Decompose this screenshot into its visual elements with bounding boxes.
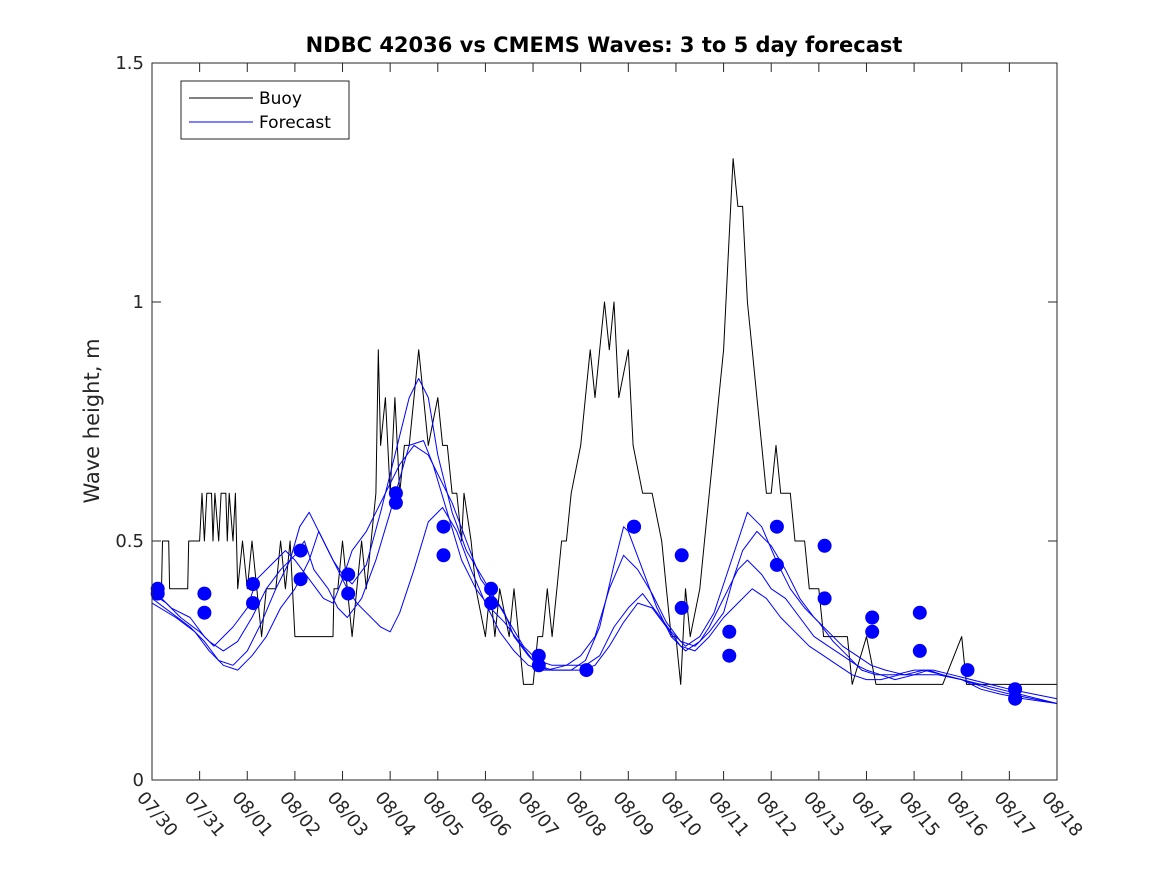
marker-layer — [150, 486, 1023, 706]
forecast-marker — [246, 596, 260, 611]
axes-layer — [151, 62, 1058, 781]
forecast-marker — [388, 495, 403, 510]
forecast-marker — [484, 596, 499, 611]
forecast-marker — [912, 605, 927, 620]
forecast-marker — [579, 663, 594, 678]
forecast-marker — [293, 572, 308, 587]
forecast-marker — [436, 548, 451, 563]
forecast-marker — [436, 519, 451, 534]
y-axis-label: Wave height, m — [80, 338, 104, 503]
y-tick-label: 0 — [133, 770, 144, 791]
legend-forecast-label: Forecast — [259, 113, 331, 133]
forecast-marker — [912, 643, 927, 658]
forecast-marker — [246, 577, 260, 591]
forecast-marker — [484, 581, 499, 596]
buoy-series-line — [152, 158, 1057, 685]
y-tick-label: 1 — [133, 292, 144, 313]
forecast-marker — [769, 557, 784, 572]
forecast-series-line-3 — [151, 378, 1058, 700]
forecast-marker — [197, 586, 212, 601]
forecast-marker — [388, 486, 403, 501]
forecast-marker — [817, 538, 832, 553]
chart-title: NDBC 42036 vs CMEMS Waves: 3 to 5 day fo… — [306, 33, 903, 57]
forecast-marker — [531, 658, 546, 673]
plot-series-group — [150, 158, 1058, 706]
forecast-marker — [817, 591, 832, 606]
legend: Buoy Forecast — [180, 80, 350, 140]
legend-buoy-label: Buoy — [259, 89, 302, 109]
forecast-marker — [769, 519, 784, 534]
series-layer — [151, 158, 1058, 704]
forecast-marker — [531, 648, 546, 663]
forecast-marker — [293, 543, 308, 558]
forecast-marker — [722, 648, 737, 663]
forecast-marker — [865, 610, 880, 625]
forecast-marker — [341, 586, 356, 601]
plot-area — [152, 63, 1057, 780]
legend-box — [180, 80, 350, 140]
forecast-marker — [960, 663, 975, 678]
y-tick-label: 0.5 — [115, 531, 144, 552]
axes-box — [151, 62, 1058, 781]
forecast-marker — [341, 567, 356, 582]
forecast-series-line-4 — [151, 507, 1058, 704]
forecast-marker — [674, 600, 689, 615]
forecast-marker — [197, 605, 212, 620]
forecast-marker — [627, 519, 641, 534]
forecast-marker — [674, 548, 689, 563]
y-tick-label: 1.5 — [115, 53, 144, 74]
forecast-marker — [150, 586, 165, 601]
forecast-marker — [865, 624, 880, 639]
forecast-marker — [1008, 691, 1023, 706]
forecast-marker — [722, 624, 737, 639]
